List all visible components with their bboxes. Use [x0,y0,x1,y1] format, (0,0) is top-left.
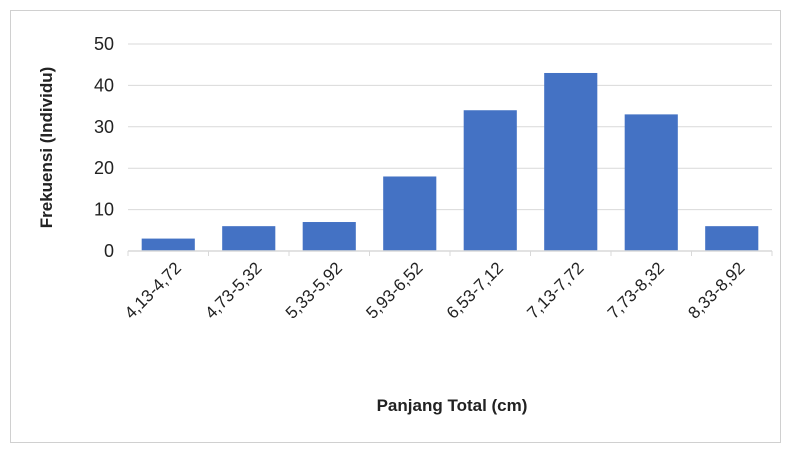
y-axis-title: Frekuensi (Individu) [37,67,56,229]
y-tick-label: 30 [94,117,114,137]
y-tick-labels: 0 10 20 30 40 50 [94,34,114,261]
y-tick-label: 50 [94,34,114,54]
bar [222,226,276,251]
bar [544,72,598,251]
x-tick-label: 8,33-8,92 [684,258,748,322]
bar [141,238,195,251]
x-tick-label: 5,93-6,52 [362,258,426,322]
x-tick-label: 5,33-5,92 [282,258,346,322]
bar [624,114,678,251]
bar [383,176,437,251]
x-tick-label: 7,13-7,72 [523,258,587,322]
y-tick-label: 10 [94,200,114,220]
y-tick-label: 20 [94,158,114,178]
bar [302,222,356,251]
bars [141,72,759,252]
x-tick-label: 7,73-8,32 [604,258,668,322]
bar [463,110,517,252]
x-tick-labels: 4,13-4,72 4,73-5,32 5,33-5,92 5,93-6,52 6,53… [121,251,773,323]
x-tick-label: 6,53-7,12 [443,258,507,322]
y-tick-label: 0 [104,241,114,261]
bar [705,226,759,251]
x-axis-title: Panjang Total (cm) [377,396,528,415]
y-tick-label: 40 [94,75,114,95]
x-tick-label: 4,73-5,32 [201,258,265,322]
x-tick-label: 4,13-4,72 [121,258,185,322]
